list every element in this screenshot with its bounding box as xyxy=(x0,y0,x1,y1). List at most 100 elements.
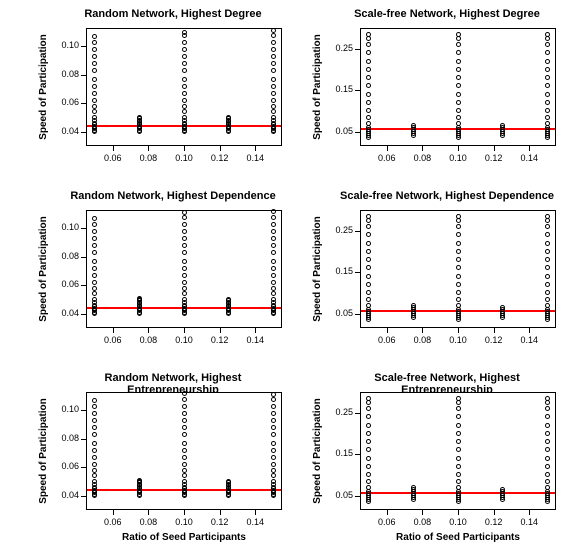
x-tick-label: 0.06 xyxy=(98,153,128,163)
y-tick xyxy=(355,90,360,91)
x-tick xyxy=(113,146,114,151)
x-tick-label: 0.14 xyxy=(240,335,270,345)
data-point xyxy=(271,266,276,271)
data-point xyxy=(271,68,276,73)
data-point xyxy=(182,243,187,248)
y-tick xyxy=(81,46,86,47)
data-point xyxy=(545,456,550,461)
data-point xyxy=(500,487,505,492)
y-tick xyxy=(81,467,86,468)
y-tick xyxy=(81,410,86,411)
chart-panel: Random Network, Highest DependenceSpeed … xyxy=(64,188,282,360)
x-tick-label: 0.08 xyxy=(133,335,163,345)
data-point xyxy=(182,404,187,409)
data-point xyxy=(411,123,416,128)
x-tick xyxy=(148,328,149,333)
x-tick-label: 0.10 xyxy=(443,517,473,527)
panel-title: Scale-free Network, Highest Dependence xyxy=(338,190,556,202)
x-tick xyxy=(387,146,388,151)
x-tick-label: 0.08 xyxy=(133,153,163,163)
y-tick xyxy=(355,413,360,414)
data-point xyxy=(545,290,550,295)
x-tick xyxy=(529,146,530,151)
data-point xyxy=(271,411,276,416)
data-point xyxy=(456,115,461,120)
y-tick-label: 0.10 xyxy=(49,404,79,414)
data-point xyxy=(545,464,550,469)
data-point xyxy=(271,243,276,248)
y-axis-label: Speed of Participation xyxy=(38,28,49,146)
data-point xyxy=(545,232,550,237)
chart-panel: Random Network, Highest DegreeSpeed of P… xyxy=(64,6,282,178)
data-point xyxy=(545,214,550,219)
data-point xyxy=(182,397,187,402)
data-point xyxy=(545,32,550,37)
x-tick xyxy=(458,146,459,151)
x-tick xyxy=(529,328,530,333)
data-point xyxy=(271,215,276,220)
data-point xyxy=(456,485,461,490)
y-tick-label: 0.10 xyxy=(49,40,79,50)
y-tick-label: 0.25 xyxy=(323,43,353,53)
x-tick xyxy=(220,510,221,515)
y-tick-label: 0.25 xyxy=(323,225,353,235)
data-point xyxy=(271,468,276,473)
x-tick-label: 0.10 xyxy=(169,517,199,527)
data-point xyxy=(456,439,461,444)
data-point xyxy=(456,464,461,469)
x-tick xyxy=(458,510,459,515)
data-point xyxy=(271,297,276,302)
data-point xyxy=(271,404,276,409)
x-tick xyxy=(458,328,459,333)
y-tick-label: 0.15 xyxy=(323,84,353,94)
data-point xyxy=(545,50,550,55)
data-point xyxy=(182,47,187,52)
data-point xyxy=(271,77,276,82)
data-point xyxy=(182,210,187,215)
data-point xyxy=(456,214,461,219)
data-point xyxy=(456,274,461,279)
data-point xyxy=(456,456,461,461)
x-tick-label: 0.12 xyxy=(205,517,235,527)
chart-panel: Random Network, Highest Entrepreneurship… xyxy=(64,370,282,542)
x-tick-label: 0.08 xyxy=(407,335,437,345)
x-tick-label: 0.10 xyxy=(169,335,199,345)
data-point xyxy=(182,259,187,264)
data-point xyxy=(545,257,550,262)
y-tick xyxy=(81,439,86,440)
x-tick-label: 0.12 xyxy=(205,153,235,163)
y-tick-label: 0.10 xyxy=(49,222,79,232)
x-tick xyxy=(422,510,423,515)
data-point xyxy=(271,259,276,264)
data-point xyxy=(456,423,461,428)
y-axis-label: Speed of Participation xyxy=(38,210,49,328)
y-tick-label: 0.15 xyxy=(323,448,353,458)
data-point xyxy=(182,54,187,59)
x-tick xyxy=(184,510,185,515)
data-point xyxy=(182,104,187,109)
data-point xyxy=(411,485,416,490)
x-tick xyxy=(220,328,221,333)
y-tick xyxy=(81,75,86,76)
y-tick-label: 0.06 xyxy=(49,279,79,289)
y-tick xyxy=(81,103,86,104)
data-point xyxy=(182,297,187,302)
data-point xyxy=(545,249,550,254)
x-tick-label: 0.10 xyxy=(443,153,473,163)
data-point xyxy=(182,291,187,296)
y-tick-label: 0.05 xyxy=(323,490,353,500)
x-tick xyxy=(255,328,256,333)
data-point xyxy=(271,98,276,103)
data-point xyxy=(182,266,187,271)
data-point xyxy=(271,250,276,255)
data-point xyxy=(456,67,461,72)
data-point xyxy=(456,42,461,47)
x-tick-label: 0.14 xyxy=(514,335,544,345)
data-point xyxy=(545,414,550,419)
data-point xyxy=(182,462,187,467)
data-point xyxy=(271,462,276,467)
x-tick-label: 0.10 xyxy=(443,335,473,345)
y-tick xyxy=(355,314,360,315)
data-point xyxy=(182,250,187,255)
x-tick xyxy=(494,328,495,333)
